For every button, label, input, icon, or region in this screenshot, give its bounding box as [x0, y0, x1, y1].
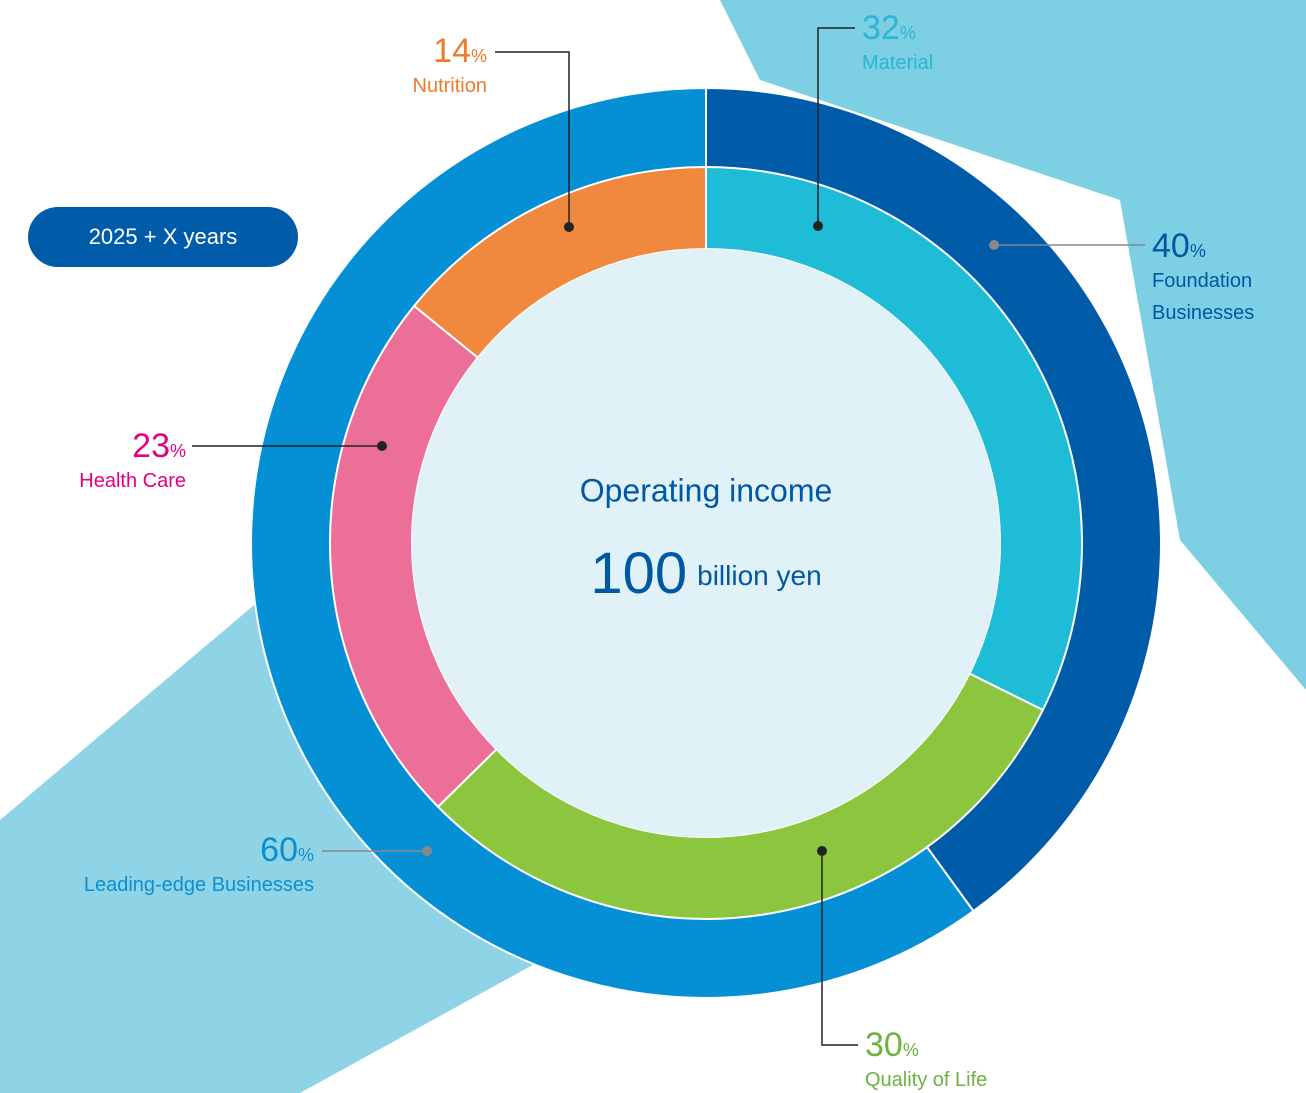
value-line: 14%	[287, 32, 487, 70]
value-label: 23	[132, 427, 170, 465]
leader-dot	[817, 846, 827, 856]
badge-text: 2025 + X years	[89, 224, 238, 249]
center-value-text: 100 billion yen	[590, 541, 821, 606]
background-shape	[0, 600, 560, 1093]
category-label: Leading-edge Businesses	[83, 874, 314, 897]
category-label: Nutrition	[412, 75, 487, 98]
value-label: 30	[865, 1026, 903, 1064]
leader-dot	[377, 441, 387, 451]
value-line: 60%	[0, 831, 314, 869]
value-unit: %	[169, 441, 186, 461]
value-unit: %	[470, 46, 487, 66]
center-unit: billion yen	[697, 560, 822, 591]
center-value: 100	[590, 541, 687, 606]
value-unit: %	[297, 845, 314, 865]
value-label: 32	[862, 9, 900, 47]
segment-label: 60% Leading-edge Businesses	[0, 831, 314, 901]
center-disc	[412, 249, 1000, 837]
background-shape	[720, 0, 1306, 690]
leader-line	[821, 851, 858, 1046]
segment-label: 32% Material	[862, 9, 1062, 79]
leader-dot	[564, 222, 574, 232]
value-unit: %	[1189, 241, 1206, 261]
leader-dot	[422, 846, 432, 856]
category-label: Quality of Life	[865, 1069, 988, 1092]
value-line: 32%	[862, 9, 1062, 47]
value-unit: %	[902, 1040, 919, 1060]
category-label: Material	[862, 52, 934, 75]
value-label: 40	[1152, 227, 1190, 265]
badge	[28, 207, 298, 267]
category-label: Health Care	[79, 470, 186, 493]
segment-label: 30% Quality of Life	[865, 1026, 1065, 1093]
leader-dot	[813, 221, 823, 231]
leader-line	[817, 27, 855, 226]
segment-label: 14% Nutrition	[287, 32, 487, 102]
value-line: 23%	[0, 427, 186, 465]
leader-dot	[989, 240, 999, 250]
value-unit: %	[899, 23, 916, 43]
segment-label: 23% Health Care	[0, 427, 186, 497]
value-line: 30%	[865, 1026, 1065, 1064]
leader-line	[495, 51, 570, 227]
leaders	[192, 27, 1145, 1046]
category-label: Foundation Businesses	[1152, 270, 1255, 325]
value-line: 40%	[1152, 227, 1292, 265]
center-title: Operating income	[580, 472, 833, 508]
value-label: 14	[433, 32, 471, 70]
rings	[250, 86, 1162, 999]
segment-label: 40% Foundation Businesses	[1152, 227, 1292, 329]
value-label: 60	[260, 831, 298, 869]
